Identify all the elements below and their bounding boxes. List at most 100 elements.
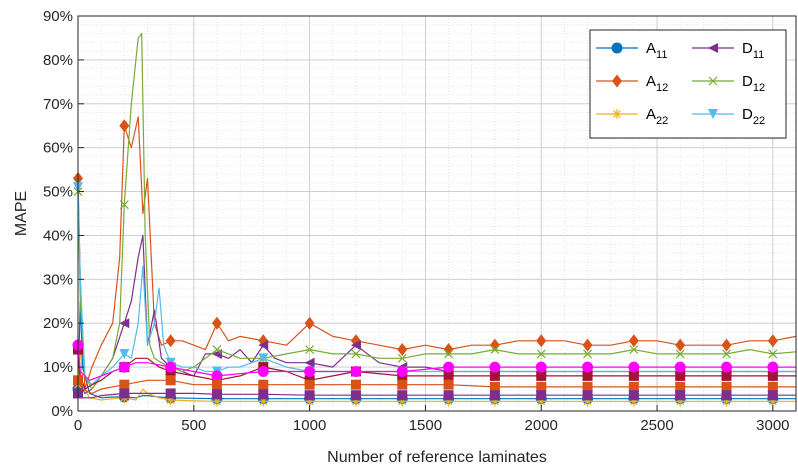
x-tick-label: 2000 — [525, 417, 558, 434]
marker-x-stroke — [583, 349, 592, 359]
marker-triangle-left — [119, 318, 130, 329]
marker-circle — [721, 361, 733, 373]
marker-square — [489, 370, 500, 381]
marker-square — [721, 390, 732, 401]
marker-square — [119, 379, 130, 390]
marker-triangle-left — [304, 357, 315, 368]
marker-circle — [535, 361, 547, 373]
marker-x-stroke — [536, 349, 546, 359]
series-line-a12 — [77, 116, 797, 390]
marker-square — [397, 390, 408, 401]
legend-item-a12: A12 — [596, 73, 668, 94]
marker-diamond — [443, 343, 454, 357]
marker-diamond — [721, 338, 732, 352]
legend-label: D12 — [742, 73, 765, 94]
series-line-a22 — [77, 344, 796, 402]
series-line-d12 — [77, 32, 797, 390]
legend-label: D22 — [742, 106, 765, 127]
series-e2 — [72, 339, 796, 382]
marker-diamond — [628, 334, 639, 348]
marker-square — [675, 390, 686, 401]
marker-square — [443, 379, 454, 390]
x-tick-label: 3000 — [756, 417, 789, 434]
marker-x-stroke — [305, 345, 315, 354]
marker-square — [211, 389, 222, 400]
marker-diamond — [304, 316, 315, 330]
legend: A11 A12 A22 D11 D12 D22 — [589, 29, 787, 139]
marker-square — [304, 390, 315, 401]
marker-circle — [628, 361, 640, 373]
series-group — [72, 32, 797, 407]
legend-label: A22 — [646, 106, 668, 127]
series-e4 — [73, 388, 796, 401]
y-tick-label: 80% — [43, 52, 73, 69]
x-tick-label: 1000 — [293, 417, 326, 434]
marker-square — [767, 370, 778, 381]
marker-x-stroke — [629, 345, 639, 354]
legend-label: A11 — [646, 40, 667, 61]
marker-square — [536, 390, 547, 401]
marker-triangle-left — [708, 43, 718, 53]
x-axis-title: Number of reference laminates — [327, 449, 547, 466]
marker-square — [536, 381, 547, 392]
marker-diamond — [397, 343, 408, 357]
marker-diamond — [211, 316, 222, 330]
marker-x — [397, 353, 407, 363]
marker-square — [582, 370, 593, 381]
axes: 0 500 1000 1500 2000 2500 3000 0% 10% 20% 30% 40% 50… — [43, 8, 790, 434]
marker-square — [582, 381, 593, 392]
marker-square — [628, 370, 639, 381]
marker-x-stroke — [444, 349, 454, 359]
marker-x — [490, 345, 500, 354]
marker-circle — [257, 366, 269, 377]
marker-x — [212, 345, 222, 354]
marker-triangle-left — [350, 340, 361, 351]
legend-item-d11: D11 — [692, 40, 764, 61]
marker-circle — [674, 361, 686, 373]
marker-diamond — [489, 338, 500, 352]
marker-square — [258, 389, 269, 400]
x-tick-label: 0 — [74, 417, 82, 434]
marker-x — [629, 345, 639, 354]
marker-square — [675, 370, 686, 381]
marker-diamond — [675, 338, 686, 352]
marker-circle — [767, 361, 779, 373]
marker-triangle-left — [258, 340, 269, 351]
marker-square — [721, 381, 732, 392]
marker-circle — [443, 361, 455, 373]
legend-item-a11: A11 — [596, 40, 667, 61]
marker-square — [350, 379, 361, 390]
marker-diamond — [119, 119, 130, 133]
marker-x — [351, 349, 361, 359]
marker-x-stroke — [212, 345, 222, 354]
marker-square — [443, 370, 454, 381]
marker-x-stroke — [490, 345, 500, 354]
marker-x-stroke — [708, 76, 718, 86]
legend-item-a22: A22 — [596, 106, 668, 127]
y-tick-label: 70% — [43, 96, 73, 113]
marker-x — [305, 345, 315, 354]
marker-circle — [165, 361, 177, 373]
marker-x — [119, 200, 129, 210]
plot-frame — [77, 15, 797, 412]
marker-circle — [304, 366, 316, 377]
marker-circle — [350, 366, 362, 377]
series-line-a11 — [77, 300, 796, 400]
y-tick-label: 30% — [43, 271, 73, 288]
legend-label: A12 — [646, 73, 668, 94]
marker-triangle-down — [708, 109, 718, 119]
marker-asterisk-stroke — [613, 110, 621, 118]
marker-circle — [582, 361, 594, 373]
marker-square — [489, 381, 500, 392]
marker-square — [767, 381, 778, 392]
marker-square — [489, 390, 500, 401]
marker-diamond — [612, 74, 622, 88]
legend-item-d12: D12 — [692, 73, 765, 94]
marker-diamond — [536, 334, 547, 348]
marker-square — [536, 370, 547, 381]
marker-square — [443, 390, 454, 401]
marker-square — [211, 379, 222, 390]
x-tick-label: 500 — [181, 417, 206, 434]
marker-square — [628, 381, 639, 392]
